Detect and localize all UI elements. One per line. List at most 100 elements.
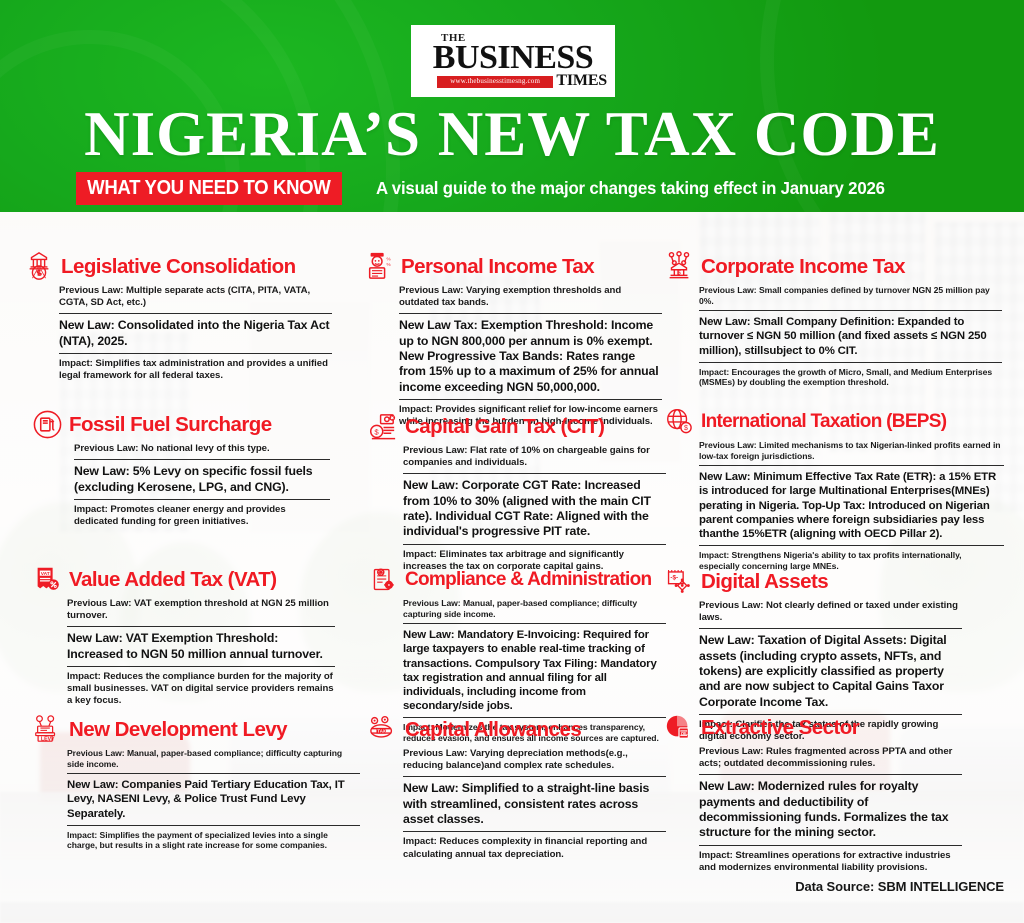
factory-gear-icon: TAX: [366, 712, 400, 746]
svg-text:TAX: TAX: [377, 729, 385, 734]
divider: [399, 313, 662, 315]
svg-text:%: %: [386, 262, 390, 267]
card-title: Legislative Consolidation: [61, 254, 296, 278]
new-law-text: New Law: Mandatory E-Invoicing: Required…: [403, 629, 657, 713]
divider: [67, 773, 360, 775]
previous-law-text: Previous Law: Manual, paper-based compli…: [67, 748, 343, 769]
card-title: Extractive Sector: [701, 715, 860, 739]
levy-stamp-icon: LEVY: [30, 712, 64, 746]
card-fossil-fuel-surcharge[interactable]: Fossil Fuel Surcharge Previous Law: No n…: [30, 407, 330, 528]
background-cityscape: [0, 212, 1024, 923]
what-you-need-to-know-badge: WHAT YOU NEED TO KNOW: [76, 172, 342, 205]
divider: [403, 473, 666, 475]
divider: [699, 713, 962, 715]
card-title: Corporate Income Tax: [701, 254, 905, 278]
card-title: Compliance & Administration: [405, 568, 652, 590]
page-title: NIGERIA’S NEW TAX CODE: [84, 99, 940, 169]
divider: [74, 459, 330, 461]
divider: [74, 498, 330, 500]
impact-text: Impact: Encourages the growth of Micro, …: [699, 366, 993, 388]
card-capital-allowances[interactable]: TAX Capital Allowances Previous Law: Var…: [366, 712, 666, 861]
card-header: OIL Extractive Sector: [662, 710, 962, 744]
card-header: $ Capital Gain Tax (CIT): [366, 409, 666, 443]
card-personal-income-tax[interactable]: % % Personal Income Tax Previous Law: Va…: [362, 249, 662, 428]
card-header: $ Corporate Income Tax: [662, 249, 1002, 283]
card-header: Legislative Consolidation: [22, 249, 332, 283]
divider: [699, 844, 962, 846]
card-header: $ International Taxation (BEPS): [662, 404, 1004, 438]
svg-text:LEVY: LEVY: [41, 736, 55, 742]
svg-text:OIL: OIL: [681, 731, 688, 736]
impact-text: Impact: Reduces complexity in financial …: [403, 836, 648, 860]
logo-the-text: THE: [441, 32, 466, 44]
card-body: Previous Law: Multiple separate acts (CI…: [22, 285, 332, 382]
card-corporate-income-tax[interactable]: $ Corporate Income Tax Previous Law: Sma…: [662, 249, 1002, 388]
card-body: Previous Law: Varying depreciation metho…: [366, 748, 666, 861]
divider: [59, 313, 332, 315]
svg-text:%: %: [386, 256, 390, 261]
oil-barrel-pie-icon: OIL: [662, 710, 696, 744]
divider: [699, 361, 1002, 363]
divider: [67, 824, 360, 826]
card-international-taxation-beps[interactable]: $ International Taxation (BEPS) Previous…: [662, 404, 1004, 571]
divider: [59, 353, 332, 354]
new-law-text: New Law: Taxation of Digital Assets: Dig…: [699, 633, 947, 709]
corporate-building-icon: $: [662, 249, 696, 283]
logo-business-text: BUSINESS: [432, 39, 594, 76]
card-body: Previous Law: VAT exemption threshold at…: [30, 598, 335, 708]
new-law-text: New Law Tax: Exemption Threshold: Income…: [399, 318, 659, 394]
divider: [699, 545, 1004, 547]
card-value-added-tax[interactable]: VAT Value Added Tax (VAT) Previous Law: …: [30, 562, 335, 708]
logo-times-text: TIMES: [556, 72, 607, 89]
impact-text: Impact: Simplifies tax administration an…: [59, 358, 328, 382]
svg-text:$: $: [684, 425, 688, 432]
publication-logo[interactable]: THE BUSINESS www.thebusinesstimesng.com …: [411, 25, 615, 97]
card-title: Capital Allowances: [405, 717, 582, 741]
card-header: TAX Capital Allowances: [366, 712, 666, 746]
svg-text:VAT: VAT: [41, 571, 50, 577]
card-body: Previous Law: Varying exemption threshol…: [362, 285, 662, 428]
digital-wallet-icon: -$-: [662, 564, 696, 598]
svg-text:$: $: [374, 427, 379, 436]
previous-law-text: Previous Law: Varying depreciation metho…: [403, 748, 628, 772]
previous-law-text: Previous Law: Manual, paper-based compli…: [403, 598, 638, 619]
card-header: Compliance & Administration: [366, 562, 666, 596]
globe-currency-icon: $: [662, 404, 696, 438]
svg-text:-$-: -$-: [670, 575, 678, 582]
divider: [67, 626, 335, 628]
previous-law-text: Previous Law: Small companies defined by…: [699, 285, 990, 306]
vat-receipt-icon: VAT: [30, 562, 64, 596]
card-body: Previous Law: Not clearly defined or tax…: [662, 600, 962, 743]
card-body: Previous Law: No national levy of this t…: [30, 443, 330, 528]
new-law-text: New Law: Minimum Effective Tax Rate (ETR…: [699, 471, 997, 540]
impact-text: Impact: Eliminates tax arbitrage and sig…: [403, 548, 624, 572]
card-title: New Development Levy: [69, 717, 288, 741]
card-header: Fossil Fuel Surcharge: [30, 407, 330, 441]
card-legislative-consolidation[interactable]: Legislative Consolidation Previous Law: …: [22, 249, 332, 382]
person-tax-icon: % %: [362, 249, 396, 283]
data-source-label: Data Source: SBM INTELLIGENCE: [795, 879, 1004, 894]
new-law-text: New Law: Modernized rules for royalty pa…: [699, 779, 949, 840]
divider: [399, 398, 662, 400]
impact-text: Impact: Streamlines operations for extra…: [699, 849, 951, 873]
svg-text:$: $: [677, 269, 681, 276]
card-capital-gain-tax[interactable]: $ Capital Gain Tax (CIT) Previous Law: F…: [366, 409, 666, 573]
previous-law-text: Previous Law: Flat rate of 10% on charge…: [403, 445, 650, 469]
card-new-development-levy[interactable]: LEVY New Development Levy Previous Law: …: [30, 712, 360, 851]
divider: [403, 623, 666, 625]
card-digital-assets[interactable]: -$- Digital Assets Previous Law: Not cle…: [662, 564, 962, 743]
impact-text: Impact: Simplifies the payment of specia…: [67, 829, 328, 851]
header-subtitle-row: WHAT YOU NEED TO KNOW A visual guide to …: [76, 172, 906, 205]
card-title: Capital Gain Tax (CIT): [405, 414, 605, 438]
card-header: % % Personal Income Tax: [362, 249, 662, 283]
previous-law-text: Previous Law: VAT exemption threshold at…: [67, 598, 329, 622]
logo-bottom-row: www.thebusinesstimesng.com TIMES: [419, 72, 607, 89]
new-law-text: New Law: Simplified to a straight-line b…: [403, 781, 650, 826]
previous-law-text: Previous Law: Varying exemption threshol…: [399, 285, 622, 309]
divider: [699, 465, 1004, 467]
previous-law-text: Previous Law: Multiple separate acts (CI…: [59, 285, 311, 309]
new-law-text: New Law: Small Company Definition: Expan…: [699, 316, 987, 357]
card-body: Previous Law: Manual, paper-based compli…: [366, 598, 666, 744]
card-extractive-sector[interactable]: OIL Extractive Sector Previous Law: Rule…: [662, 710, 962, 874]
card-compliance-administration[interactable]: Compliance & Administration Previous Law…: [366, 562, 666, 744]
